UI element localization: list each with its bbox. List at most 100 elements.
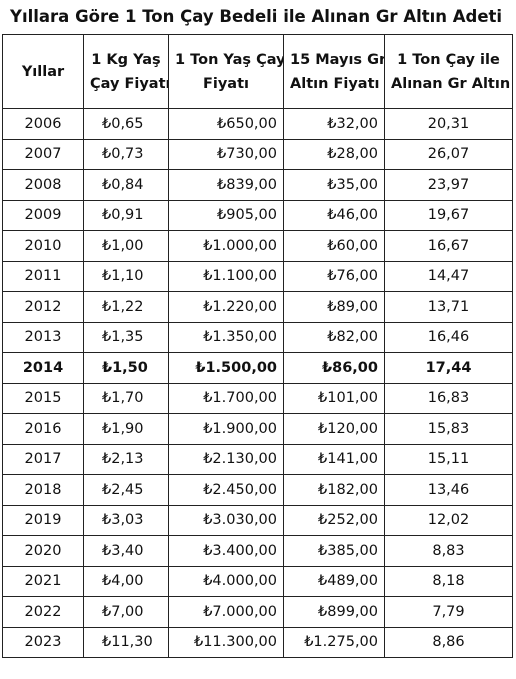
table-cell: 2023 bbox=[2, 626, 84, 658]
table-cell: ₺2.450,00 bbox=[168, 474, 284, 506]
table-cell: 7,79 bbox=[384, 596, 513, 628]
header-cell: 15 Mayıs Gr Altın Fiyatı bbox=[283, 34, 385, 109]
table-cell: 12,02 bbox=[384, 504, 513, 536]
table-cell: 2008 bbox=[2, 169, 84, 201]
header-text: 15 Mayıs Gr bbox=[290, 51, 385, 68]
table-cell: ₺101,00 bbox=[283, 382, 385, 414]
table-cell: 8,83 bbox=[384, 535, 513, 567]
table-cell: ₺1,70 bbox=[83, 382, 169, 414]
table-cell: ₺3,40 bbox=[83, 535, 169, 567]
table-cell: ₺4.000,00 bbox=[168, 565, 284, 597]
table-cell: ₺1,90 bbox=[83, 413, 169, 445]
table-cell: 23,97 bbox=[384, 169, 513, 201]
table-row: 2016 ₺1,90 ₺1.900,00 ₺120,00 15,83 bbox=[2, 413, 513, 445]
table-cell: ₺0,84 bbox=[83, 169, 169, 201]
table-cell: ₺11,30 bbox=[83, 626, 169, 658]
table-cell: ₺35,00 bbox=[283, 169, 385, 201]
table-cell: 2017 bbox=[2, 443, 84, 475]
table-cell: ₺1.700,00 bbox=[168, 382, 284, 414]
table-row: 2008 ₺0,84 ₺839,00 ₺35,00 23,97 bbox=[2, 169, 513, 201]
table-cell: 2007 bbox=[2, 138, 84, 170]
table-row: 2019 ₺3,03 ₺3.030,00 ₺252,00 12,02 bbox=[2, 504, 513, 536]
header-text: Yıllar bbox=[21, 63, 65, 80]
table-cell: 2014 bbox=[2, 352, 84, 384]
table-cell: 13,71 bbox=[384, 291, 513, 323]
header-text: Alınan Gr Altın bbox=[391, 75, 511, 92]
table-cell: ₺2.130,00 bbox=[168, 443, 284, 475]
table-cell: ₺1.500,00 bbox=[168, 352, 284, 384]
table-cell: ₺899,00 bbox=[283, 596, 385, 628]
table-cell: ₺905,00 bbox=[168, 199, 284, 231]
table-row: 2009 ₺0,91 ₺905,00 ₺46,00 19,67 bbox=[2, 199, 513, 231]
table-row: 2011 ₺1,10 ₺1.100,00 ₺76,00 14,47 bbox=[2, 260, 513, 292]
header-cell: 1 Kg Yaş Çay Fiyatı bbox=[83, 34, 169, 109]
data-table: Yıllar 1 Kg Yaş Çay Fiyatı 1 Ton Yaş Çay Fiy… bbox=[2, 34, 513, 658]
table-row: 2023 ₺11,30 ₺11.300,00 ₺1.275,00 8,86 bbox=[2, 626, 513, 658]
table-cell: ₺252,00 bbox=[283, 504, 385, 536]
table-row: 2014 ₺1,50 ₺1.500,00 ₺86,00 17,44 bbox=[2, 352, 513, 384]
table-cell: ₺76,00 bbox=[283, 260, 385, 292]
table-cell: ₺385,00 bbox=[283, 535, 385, 567]
table-cell: 2016 bbox=[2, 413, 84, 445]
table-row: 2022 ₺7,00 ₺7.000,00 ₺899,00 7,79 bbox=[2, 596, 513, 628]
table-cell: ₺3.400,00 bbox=[168, 535, 284, 567]
table-cell: ₺1,35 bbox=[83, 321, 169, 353]
table-header: Yıllar 1 Kg Yaş Çay Fiyatı 1 Ton Yaş Çay Fiy… bbox=[2, 34, 513, 109]
table-body: 2006 ₺0,65 ₺650,00 ₺32,00 20,31 2007 ₺0,73 ₺730… bbox=[2, 108, 513, 658]
table-cell: ₺1.220,00 bbox=[168, 291, 284, 323]
table-row: 2017 ₺2,13 ₺2.130,00 ₺141,00 15,11 bbox=[2, 443, 513, 475]
header-row: Yıllar 1 Kg Yaş Çay Fiyatı 1 Ton Yaş Çay Fiy… bbox=[2, 34, 513, 109]
table-cell: 8,86 bbox=[384, 626, 513, 658]
table-cell: ₺3,03 bbox=[83, 504, 169, 536]
table-cell: 17,44 bbox=[384, 352, 513, 384]
table-cell: 2012 bbox=[2, 291, 84, 323]
header-text: Çay Fiyatı bbox=[90, 75, 169, 92]
table-row: 2021 ₺4,00 ₺4.000,00 ₺489,00 8,18 bbox=[2, 565, 513, 597]
table-cell: 2010 bbox=[2, 230, 84, 262]
table-cell: 16,67 bbox=[384, 230, 513, 262]
table-cell: 15,11 bbox=[384, 443, 513, 475]
table-cell: ₺1.100,00 bbox=[168, 260, 284, 292]
table-cell: ₺32,00 bbox=[283, 108, 385, 140]
table-row: 2007 ₺0,73 ₺730,00 ₺28,00 26,07 bbox=[2, 138, 513, 170]
table-cell: ₺28,00 bbox=[283, 138, 385, 170]
table-cell: ₺1,50 bbox=[83, 352, 169, 384]
table-cell: ₺1,22 bbox=[83, 291, 169, 323]
table-cell: 2009 bbox=[2, 199, 84, 231]
table-cell: ₺489,00 bbox=[283, 565, 385, 597]
table-cell: 19,67 bbox=[384, 199, 513, 231]
table-cell: 26,07 bbox=[384, 138, 513, 170]
table-cell: ₺120,00 bbox=[283, 413, 385, 445]
table-cell: 20,31 bbox=[384, 108, 513, 140]
table-row: 2006 ₺0,65 ₺650,00 ₺32,00 20,31 bbox=[2, 108, 513, 140]
table-cell: 2020 bbox=[2, 535, 84, 567]
table-row: 2020 ₺3,40 ₺3.400,00 ₺385,00 8,83 bbox=[2, 535, 513, 567]
table-row: 2015 ₺1,70 ₺1.700,00 ₺101,00 16,83 bbox=[2, 382, 513, 414]
header-text: 1 Ton Yaş Çay bbox=[175, 51, 284, 68]
table-cell: ₺11.300,00 bbox=[168, 626, 284, 658]
table-cell: 2006 bbox=[2, 108, 84, 140]
header-cell: Yıllar bbox=[2, 34, 84, 109]
table-cell: ₺0,91 bbox=[83, 199, 169, 231]
header-text: 1 Kg Yaş bbox=[91, 51, 161, 68]
table-cell: 2018 bbox=[2, 474, 84, 506]
table-cell: ₺89,00 bbox=[283, 291, 385, 323]
table-cell: ₺4,00 bbox=[83, 565, 169, 597]
table-cell: 13,46 bbox=[384, 474, 513, 506]
table-cell: ₺2,45 bbox=[83, 474, 169, 506]
table-cell: 16,83 bbox=[384, 382, 513, 414]
table-cell: ₺7,00 bbox=[83, 596, 169, 628]
table-cell: 14,47 bbox=[384, 260, 513, 292]
table-cell: 2013 bbox=[2, 321, 84, 353]
table-row: 2012 ₺1,22 ₺1.220,00 ₺89,00 13,71 bbox=[2, 291, 513, 323]
table-cell: ₺730,00 bbox=[168, 138, 284, 170]
header-cell: 1 Ton Çay ile Alınan Gr Altın bbox=[384, 34, 513, 109]
table-cell: 15,83 bbox=[384, 413, 513, 445]
table-cell: ₺1,10 bbox=[83, 260, 169, 292]
header-text: Fiyatı bbox=[202, 75, 249, 92]
table-cell: 8,18 bbox=[384, 565, 513, 597]
table-cell: ₺141,00 bbox=[283, 443, 385, 475]
table-cell: ₺2,13 bbox=[83, 443, 169, 475]
table-cell: ₺3.030,00 bbox=[168, 504, 284, 536]
